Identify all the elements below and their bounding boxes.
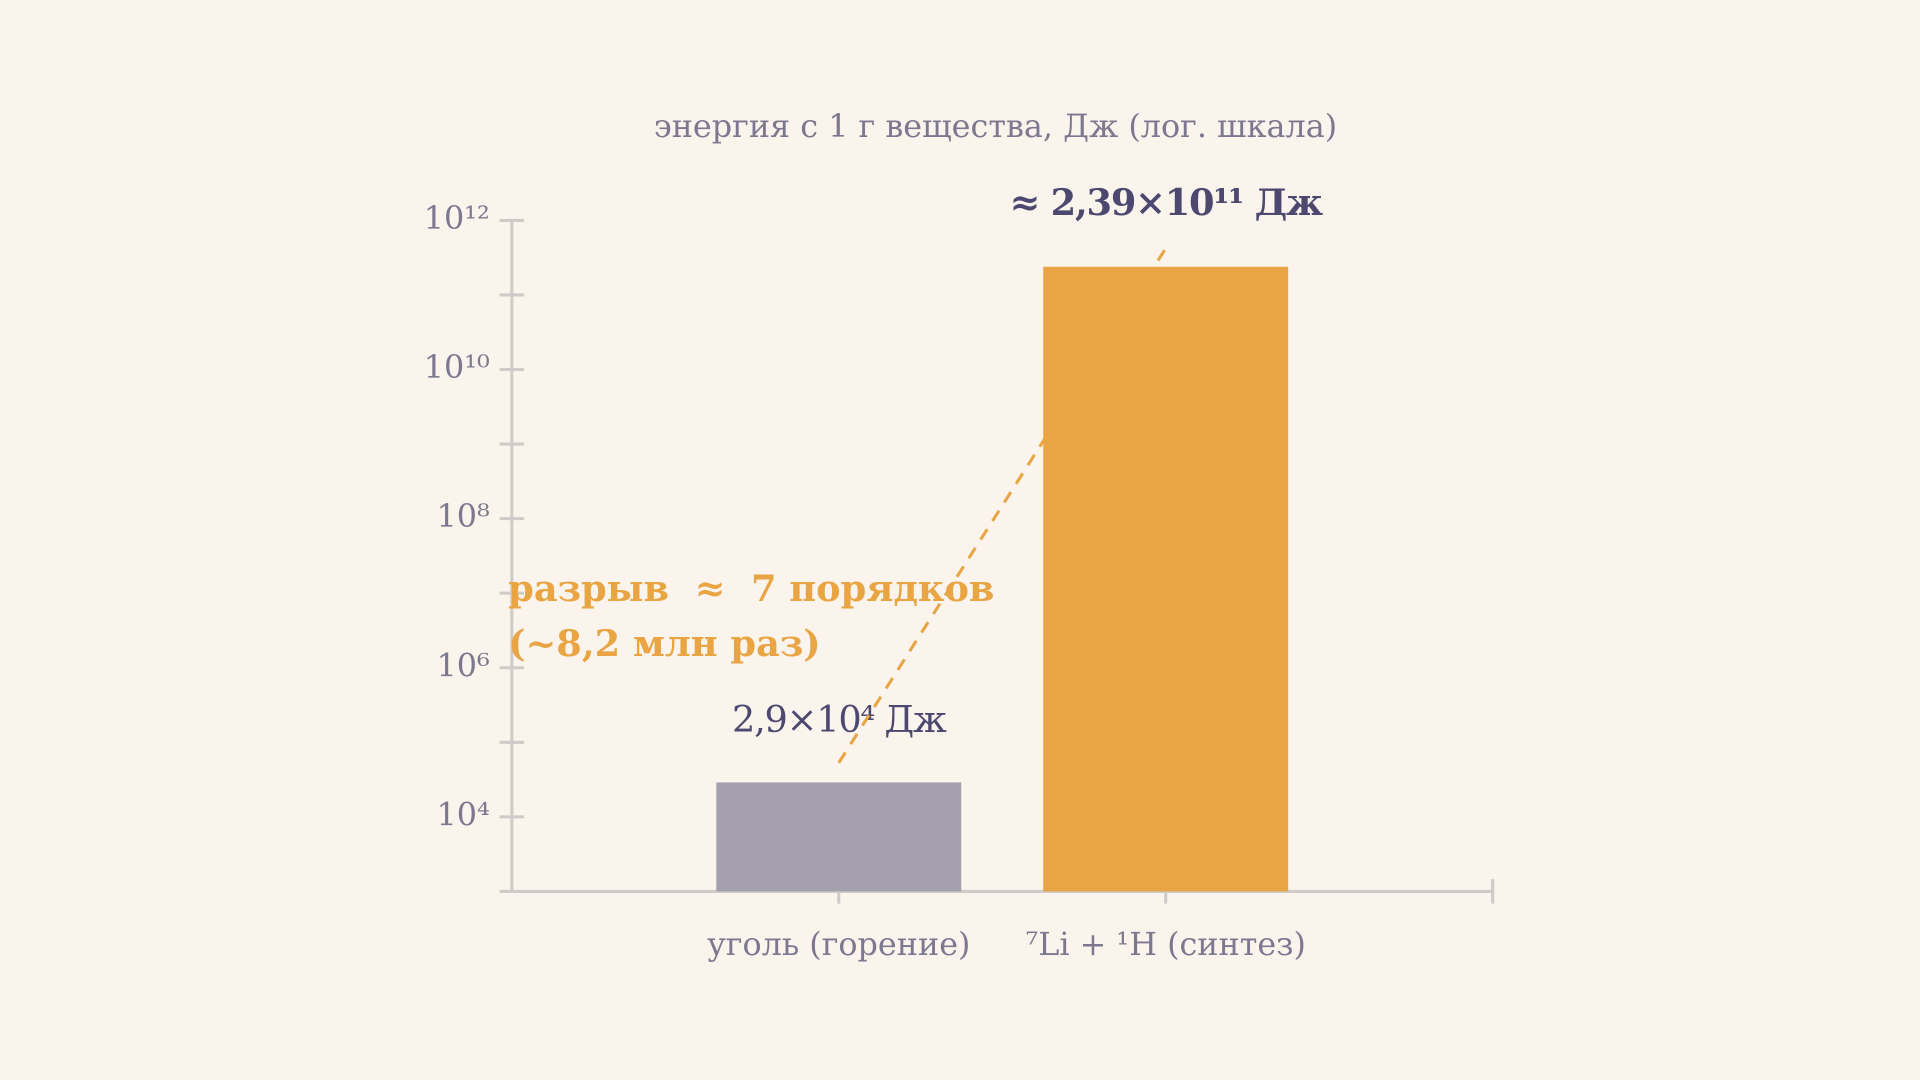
bar (1043, 266, 1289, 892)
y-tick-label: 10¹² (424, 199, 490, 237)
value-label: 2,9×10⁴ Дж (732, 698, 947, 741)
y-tick-label: 10⁶ (437, 646, 490, 684)
value-label: ≈ 2,39×10¹¹ Дж (1010, 181, 1324, 224)
annotation: (~8,2 млн раз) (508, 622, 821, 665)
annotation: разрыв ≈ 7 порядков (508, 567, 994, 610)
y-tick-label: 10¹⁰ (424, 348, 490, 386)
x-tick-label: уголь (горение) (707, 925, 970, 963)
x-tick-label: ⁷Li + ¹H (синтез) (1025, 925, 1306, 963)
y-tick-label: 10⁸ (437, 497, 490, 535)
gap-connector (837, 247, 1168, 764)
y-tick-label: 10⁴ (437, 795, 490, 833)
chart-title: энергия с 1 г вещества, Дж (лог. шкала) (654, 107, 1337, 145)
bar (716, 782, 962, 892)
